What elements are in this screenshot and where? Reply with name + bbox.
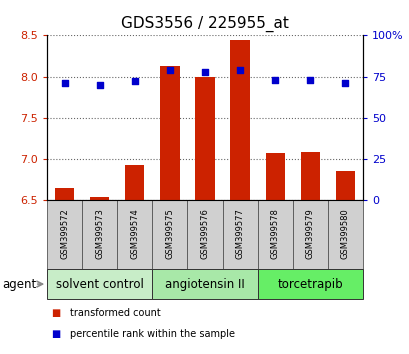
Bar	[90, 197, 109, 200]
Bar	[300, 152, 319, 200]
Bar	[335, 171, 354, 200]
Text: GSM399575: GSM399575	[165, 208, 174, 258]
Bar	[125, 165, 144, 200]
Bar	[222, 200, 257, 269]
Point	[96, 82, 103, 88]
Bar	[230, 40, 249, 200]
Text: GSM399578: GSM399578	[270, 208, 279, 258]
Bar	[292, 200, 327, 269]
Text: GSM399574: GSM399574	[130, 208, 139, 258]
Bar	[257, 200, 292, 269]
Text: angiotensin II: angiotensin II	[165, 278, 244, 291]
Text: GSM399577: GSM399577	[235, 208, 244, 258]
Bar	[55, 188, 74, 200]
Point	[306, 77, 313, 83]
Text: GSM399580: GSM399580	[340, 208, 349, 258]
Bar	[152, 269, 257, 299]
Bar	[187, 200, 222, 269]
Point	[131, 79, 138, 84]
Bar	[117, 200, 152, 269]
Text: GSM399576: GSM399576	[200, 208, 209, 258]
Bar	[152, 200, 187, 269]
Text: torcetrapib: torcetrapib	[277, 278, 342, 291]
Text: GSM399572: GSM399572	[60, 208, 69, 258]
Point	[271, 77, 278, 83]
Text: solvent control: solvent control	[56, 278, 143, 291]
Text: GSM399579: GSM399579	[305, 208, 314, 258]
Text: GDS3556 / 225955_at: GDS3556 / 225955_at	[121, 16, 288, 32]
Point	[166, 67, 173, 73]
Point	[201, 69, 208, 74]
Text: transformed count: transformed count	[70, 308, 160, 318]
Point	[61, 80, 68, 86]
Bar	[257, 269, 362, 299]
Text: GSM399573: GSM399573	[95, 208, 104, 258]
Bar	[195, 78, 214, 200]
Text: percentile rank within the sample: percentile rank within the sample	[70, 329, 234, 338]
Bar	[265, 153, 284, 200]
Bar	[47, 200, 82, 269]
Bar	[160, 66, 179, 200]
Point	[341, 80, 348, 86]
Text: ■: ■	[51, 308, 61, 318]
Bar	[47, 269, 152, 299]
Text: agent: agent	[2, 278, 36, 291]
Bar	[327, 200, 362, 269]
Point	[236, 67, 243, 73]
Bar	[82, 200, 117, 269]
Text: ■: ■	[51, 329, 61, 338]
